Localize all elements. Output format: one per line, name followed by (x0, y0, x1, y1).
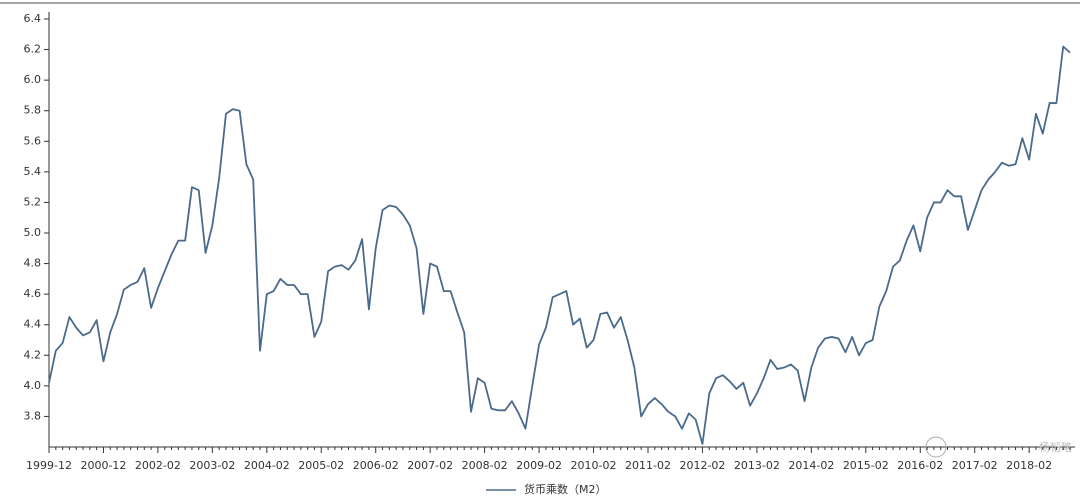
y-tick-label: 5.2 (24, 195, 42, 208)
y-tick-label: 5.4 (24, 165, 42, 178)
y-tick-label: 4.2 (24, 348, 42, 361)
x-tick-label: 2010-02 (571, 459, 617, 472)
x-tick-label: 2005-02 (298, 459, 344, 472)
x-tick-label: 2003-02 (189, 459, 235, 472)
y-tick-label: 4.0 (24, 379, 42, 392)
x-tick-label: 2012-02 (679, 459, 725, 472)
legend-label[interactable]: 货币乘数（M2） (524, 482, 607, 496)
y-tick-label: 5.0 (24, 226, 42, 239)
y-tick-label: 3.8 (24, 409, 42, 422)
watermark-icon (925, 436, 947, 458)
y-tick-label: 4.4 (24, 318, 42, 331)
x-tick-label: 1999-12 (26, 459, 72, 472)
y-tick-label: 6.2 (24, 43, 42, 56)
y-tick-label: 5.8 (24, 104, 42, 117)
x-tick-label: 2016-02 (897, 459, 943, 472)
x-tick-label: 2013-02 (734, 459, 780, 472)
x-tick-label: 2000-12 (80, 459, 126, 472)
y-tick-label: 6.4 (24, 12, 42, 25)
x-tick-label: 2014-02 (788, 459, 834, 472)
y-tick-label: 6.0 (24, 73, 42, 86)
x-tick-label: 2015-02 (843, 459, 889, 472)
x-tick-label: 2007-02 (407, 459, 453, 472)
y-tick-label: 4.8 (24, 257, 42, 270)
x-tick-label: 2004-02 (244, 459, 290, 472)
x-tick-label: 2002-02 (135, 459, 181, 472)
x-tick-label: 2009-02 (516, 459, 562, 472)
x-tick-label: 2011-02 (625, 459, 671, 472)
x-tick-label: 2018-02 (1006, 459, 1052, 472)
x-tick-label: 2017-02 (952, 459, 998, 472)
series-line (48, 45, 1071, 445)
x-tick-label: 2006-02 (353, 459, 399, 472)
x-tick-label: 2008-02 (462, 459, 508, 472)
watermark: 杨韬略 (1039, 440, 1072, 454)
y-tick-label: 4.6 (24, 287, 42, 300)
y-tick-label: 5.6 (24, 134, 42, 147)
